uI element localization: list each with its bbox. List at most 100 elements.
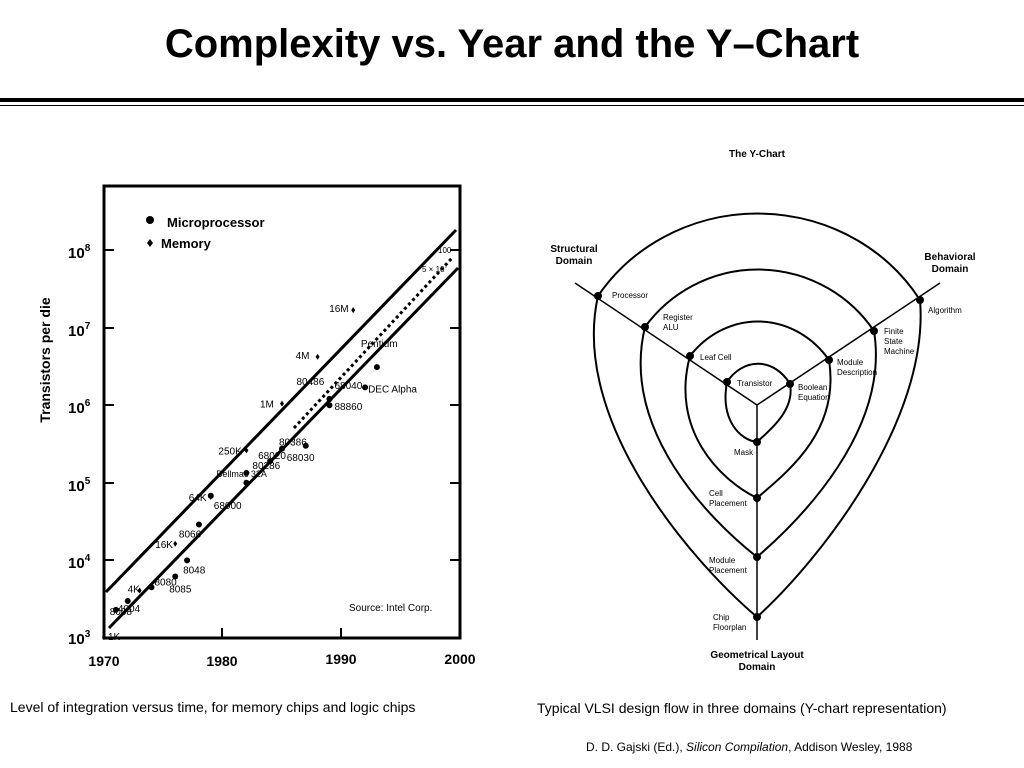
annotation: 5 × 107	[422, 264, 448, 274]
point-label: 4K	[128, 584, 141, 595]
ring-1	[724, 362, 792, 444]
y-tick-label: 104	[68, 553, 91, 572]
reference-authors: D. D. Gajski (Ed.),	[586, 740, 683, 754]
node-mask	[753, 438, 761, 446]
y-tick-label: 107	[68, 321, 91, 340]
item-module-description: Module Description	[837, 358, 877, 377]
node-cell-placement	[753, 494, 761, 502]
reference-book: Silicon Compilation	[686, 740, 789, 754]
annotation: 100	[438, 246, 452, 255]
left-caption: Level of integration versus time, for me…	[10, 699, 416, 715]
memory-point	[315, 353, 320, 360]
plot-frame	[102, 184, 462, 640]
item-module-placement: Module Placement	[709, 556, 748, 575]
point-label: 16K	[155, 540, 173, 551]
microprocessor-point	[172, 573, 179, 580]
point-label: DEC Alpha	[368, 384, 417, 395]
reference-publisher: , Addison Wesley, 1988	[788, 740, 913, 754]
structural-domain-label: Structural Domain	[550, 244, 597, 267]
microprocessor-point	[362, 384, 369, 391]
point-label: Pentium	[361, 339, 398, 350]
y-tick-label: 108	[68, 243, 91, 262]
structural-axis	[574, 282, 758, 406]
point-label: 4004	[118, 604, 141, 615]
point-label: 68000	[214, 501, 242, 512]
title-rule-thin	[0, 105, 1024, 106]
ychart-rings	[592, 212, 922, 619]
item-chip-floorplan: Chip Floorplan	[713, 613, 746, 632]
microprocessor-point	[373, 364, 380, 371]
y-tick-label: 106	[68, 398, 91, 417]
legend-label: Microprocessor	[167, 215, 265, 230]
memory-point	[351, 307, 356, 314]
node-module-placement	[753, 553, 761, 561]
geometrical-domain-label: Geometrical Layout Domain	[710, 650, 804, 673]
point-label: 1M	[260, 400, 274, 411]
node-boolean-equation	[786, 380, 794, 388]
point-label: 1K	[108, 632, 121, 643]
geometrical-items: Mask Cell Placement Module Placement Chip F…	[709, 448, 754, 632]
point-label: 64K	[189, 493, 207, 504]
memory-point	[280, 400, 284, 407]
item-mask: Mask	[734, 448, 754, 457]
point-label: 8048	[183, 565, 206, 576]
point-label: 8008	[110, 607, 133, 618]
item-algorithm: Algorithm	[928, 306, 962, 315]
item-leaf-cell: Leaf Cell	[700, 353, 732, 362]
item-transistor: Transistor	[737, 379, 773, 388]
structural-items: Processor Register ALU Leaf Cell Transist…	[612, 291, 773, 388]
item-register-alu: Register ALU	[663, 313, 693, 332]
microprocessor-point	[326, 396, 333, 403]
point-label: 8080	[154, 577, 177, 588]
title-rule-thick	[0, 98, 1024, 102]
point-label: 68030	[287, 453, 315, 464]
node-algorithm	[916, 296, 924, 304]
y-tick-label: 103	[68, 629, 91, 648]
point-label: 68020	[258, 451, 286, 462]
point-label: 250K	[218, 446, 242, 457]
microprocessor-point	[279, 445, 285, 452]
slide-title: Complexity vs. Year and the Y–Chart	[164, 22, 860, 66]
item-fsm: Finite State Machine	[884, 327, 915, 356]
reference: D. D. Gajski (Ed.), Silicon Compilation,…	[586, 740, 912, 754]
ring-outer	[592, 212, 922, 619]
memory-point	[244, 447, 249, 454]
item-processor: Processor	[612, 291, 648, 300]
x-tick-label: 1990	[325, 651, 356, 667]
node-fsm	[870, 327, 878, 335]
point-label: 80386	[279, 438, 307, 449]
microprocessor-point	[195, 521, 202, 528]
x-tick-label: 1970	[88, 653, 119, 669]
memory-trend-line	[104, 228, 458, 594]
item-cell-placement: Cell Placement	[709, 489, 748, 508]
microprocessor-point	[184, 557, 191, 564]
microprocessor-point	[124, 597, 131, 604]
node-register-alu	[641, 323, 649, 331]
node-chip-floorplan	[753, 613, 761, 621]
projection-dotted-line	[292, 256, 454, 430]
legend-marker-circle	[146, 216, 154, 224]
ring-2	[684, 320, 832, 500]
y-axis-label: Transistors per die	[37, 297, 53, 422]
point-label: 8085	[169, 585, 192, 596]
x-axis: 1970 1980 1990 2000	[88, 628, 476, 669]
microprocessor-point	[267, 458, 274, 465]
point-label: 16M	[329, 304, 348, 315]
ychart-nodes	[594, 292, 924, 621]
node-transistor	[723, 378, 731, 386]
node-processor	[594, 292, 602, 300]
behavioral-items: Algorithm Finite State Machine Module Descr…	[798, 306, 962, 402]
right-caption: Typical VLSI design flow in three domain…	[537, 700, 947, 716]
point-label: 68040	[334, 381, 362, 392]
x-tick-label: 2000	[444, 651, 475, 667]
x-tick-label: 1980	[206, 653, 237, 669]
memory-point	[208, 494, 213, 501]
node-module-description	[825, 356, 833, 364]
microprocessor-point	[302, 442, 309, 449]
memory-point	[137, 587, 142, 594]
microprocessor-point	[243, 479, 250, 486]
microprocessor-point	[243, 469, 250, 476]
